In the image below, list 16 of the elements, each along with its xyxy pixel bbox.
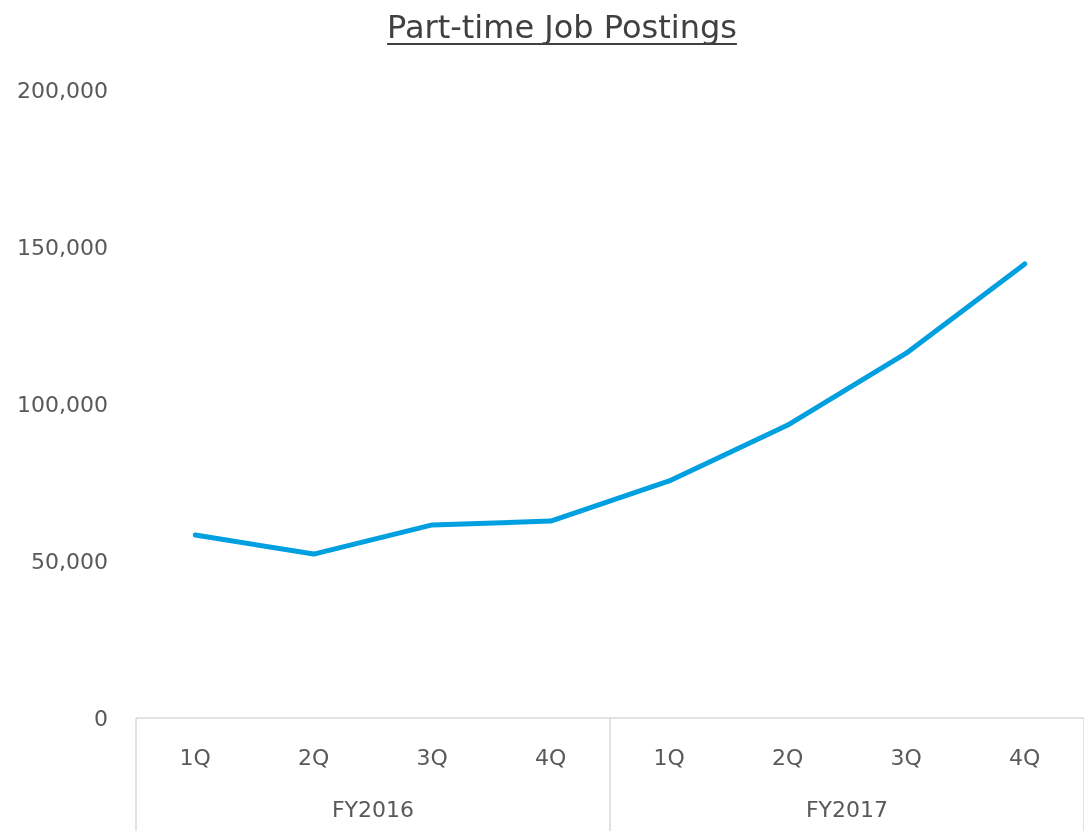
text: FY2017	[805, 797, 889, 822]
chart-title: Part-time Job Postings	[387, 8, 737, 46]
text: FY2016	[331, 797, 415, 822]
x-tick-label: 3Q	[890, 745, 922, 770]
y-tick-label: 100,000	[17, 392, 108, 417]
y-tick-label: 150,000	[17, 235, 108, 260]
y-tick-label: 0	[94, 706, 108, 731]
x-tick-label: 1Q	[179, 745, 211, 770]
x-tick-label: 4Q	[535, 745, 567, 770]
x-tick-label: 4Q	[1009, 745, 1041, 770]
x-tick-label: 3Q	[416, 745, 448, 770]
x-tick-label: 2Q	[298, 745, 330, 770]
x-tick-label: 2Q	[772, 745, 804, 770]
x-tick-label: 1Q	[653, 745, 685, 770]
y-tick-label: 50,000	[31, 549, 108, 574]
y-tick-label: 200,000	[17, 78, 108, 103]
